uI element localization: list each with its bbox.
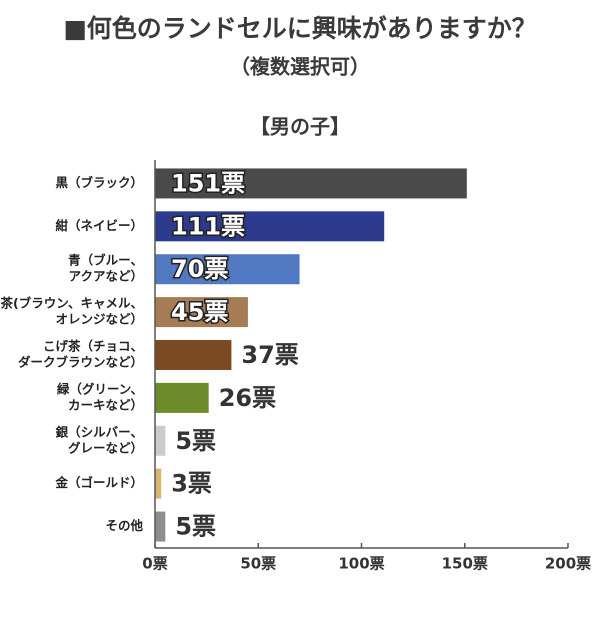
category-label: ダークブラウンなど）	[18, 355, 143, 370]
chart-title: ■何色のランドセルに興味がありますか？	[63, 14, 537, 43]
value-label: 45票	[171, 298, 228, 326]
category-label: その他	[105, 518, 143, 533]
value-label: 37票	[241, 341, 298, 369]
category-label: 茶(ブラウン、キャメル、	[0, 296, 143, 311]
x-tick-label: 200票	[545, 555, 591, 573]
category-label: 黒（ブラック）	[55, 175, 143, 190]
x-tick-label: 50票	[240, 555, 276, 573]
bar	[155, 168, 467, 199]
value-label: 26票	[219, 384, 276, 412]
x-tick-label: 100票	[338, 555, 384, 573]
chart-subtitle: （複数選択可）	[230, 55, 370, 79]
bar	[155, 340, 232, 370]
value-label: 111票	[171, 212, 245, 240]
category-label: こげ茶（チョコ、	[43, 339, 143, 354]
chart-group-title: 【男の子】	[250, 115, 350, 139]
bar	[155, 254, 300, 285]
x-tick-label: 150票	[442, 555, 488, 573]
category-label: 紺（ネイビー）	[55, 218, 143, 233]
bar	[155, 297, 248, 328]
x-tick-label: 0票	[142, 555, 167, 573]
value-label: 3票	[171, 470, 212, 498]
bar	[155, 468, 162, 499]
bar	[155, 382, 209, 413]
bar	[155, 511, 166, 542]
value-label: 151票	[171, 169, 245, 197]
category-label: オレンジなど）	[55, 312, 143, 327]
category-label: グレーなど）	[68, 440, 143, 455]
category-label: カーキなど）	[68, 397, 143, 412]
category-label: 緑（グリーン、	[57, 381, 143, 396]
bar	[155, 211, 385, 242]
bar	[155, 425, 166, 456]
value-label: 5票	[175, 427, 216, 455]
category-label: 銀（シルバー、	[55, 424, 143, 439]
value-label: 70票	[171, 255, 228, 283]
value-label: 5票	[175, 513, 216, 541]
category-label: アクアなど）	[69, 269, 143, 284]
category-label: 金（ゴールド）	[54, 475, 143, 490]
category-label: 青（ブルー、	[68, 253, 143, 268]
